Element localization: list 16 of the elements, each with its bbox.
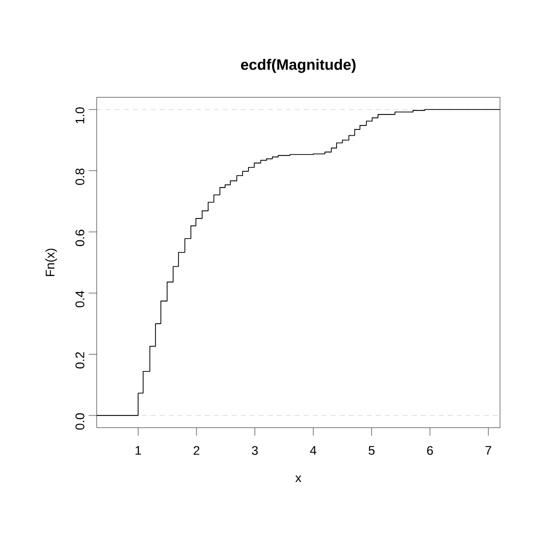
x-tick-label: 4 <box>310 446 316 455</box>
y-axis-title: Fn(x) <box>45 248 57 276</box>
y-tick-label: 0.2 <box>75 352 84 368</box>
y-tick-label: 0.4 <box>75 290 84 308</box>
x-tick-label: 7 <box>486 446 492 455</box>
y-tick-label: 0.0 <box>75 413 84 430</box>
x-axis-title: x <box>295 475 302 482</box>
chart-title: ecdf(Magnitude) <box>241 58 356 73</box>
x-tick-label: 2 <box>194 446 200 455</box>
x-tick-label: 1 <box>136 446 141 455</box>
x-tick-label: 3 <box>252 446 258 455</box>
x-tick-label: 6 <box>427 446 433 455</box>
y-tick-label: 0.8 <box>75 168 84 185</box>
x-tick-label: 5 <box>368 446 375 455</box>
y-tick-label: 0.6 <box>75 230 84 246</box>
y-tick-label: 1.0 <box>75 107 84 124</box>
